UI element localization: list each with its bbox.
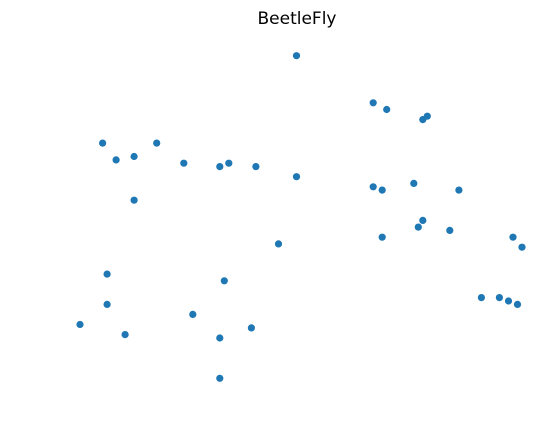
chart-title: BeetleFly — [258, 9, 337, 29]
scatter-point — [292, 173, 301, 181]
scatter-point — [216, 374, 224, 382]
scatter-point — [410, 179, 418, 187]
scatter-point — [477, 294, 485, 302]
scatter-point — [383, 105, 391, 114]
scatter-point — [76, 320, 84, 329]
scatter-point — [153, 139, 161, 147]
scatter-point — [103, 270, 111, 278]
scatter-point — [446, 226, 454, 234]
scatter-point — [274, 240, 283, 248]
scatter-point — [130, 152, 138, 161]
scatter-point — [189, 310, 197, 318]
scatter-point — [378, 186, 386, 194]
scatter-point — [216, 334, 224, 342]
scatter-point — [220, 277, 228, 285]
scatter-point — [455, 186, 463, 194]
scatter-points — [76, 52, 526, 382]
scatter-point — [423, 112, 431, 120]
scatter-point — [112, 156, 120, 164]
scatter-point — [513, 300, 522, 308]
scatter-point — [369, 183, 377, 191]
scatter-point — [252, 163, 260, 171]
scatter-point — [216, 163, 224, 171]
scatter-point — [292, 52, 301, 60]
scatter-point — [504, 297, 513, 305]
scatter-point — [509, 233, 517, 241]
scatter-point — [378, 233, 386, 241]
scatter-point — [518, 243, 526, 251]
scatter-point — [414, 223, 422, 231]
scatter-point — [369, 99, 377, 107]
scatter-point — [130, 196, 138, 204]
scatter-point — [247, 324, 255, 332]
scatter-point — [180, 159, 188, 167]
scatter-point — [121, 331, 129, 339]
scatter-point — [99, 139, 107, 147]
scatter-point — [103, 300, 111, 308]
scatter-point — [419, 216, 427, 224]
scatter-point — [225, 159, 233, 167]
scatter-point — [495, 294, 503, 302]
